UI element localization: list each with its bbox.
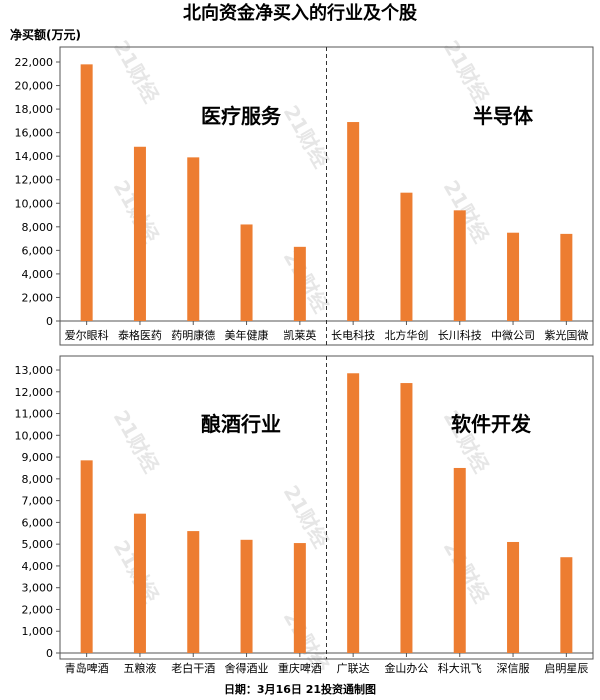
category-label: 舍得酒业: [225, 661, 269, 675]
category-label: 美年健康: [225, 328, 269, 342]
bar: [293, 246, 306, 321]
watermark: 21财经: [279, 481, 334, 552]
y-tick-label: 2,000: [22, 291, 54, 304]
bar: [400, 192, 413, 321]
y-tick-label: 3,000: [22, 582, 54, 595]
category-label: 老白干酒: [171, 661, 215, 675]
sector-label: 酿酒行业: [201, 412, 281, 436]
y-tick-label: 16,000: [15, 127, 54, 140]
y-tick-label: 8,000: [22, 473, 54, 486]
y-tick-label: 12,000: [15, 386, 54, 399]
bar: [347, 373, 360, 653]
bar: [347, 122, 360, 321]
bar: [507, 541, 520, 653]
bar: [133, 146, 146, 321]
y-tick-label: 18,000: [15, 103, 54, 116]
watermark: 21财经: [279, 246, 334, 317]
y-tick-label: 2,000: [22, 603, 54, 616]
y-tick-label: 5,000: [22, 538, 54, 551]
category-label: 科大讯飞: [438, 661, 482, 675]
category-label: 爱尔眼科: [65, 328, 109, 342]
chart-panel-top: 0 2,000 4,000 6,000 8,000 10,000 12,000 14,000 1…: [15, 46, 594, 346]
bar: [560, 233, 573, 321]
bar: [187, 531, 200, 653]
y-tick-label: 10,000: [15, 429, 54, 442]
watermark: 21财经: [439, 536, 494, 607]
bar: [240, 539, 253, 653]
category-label: 深信服: [497, 662, 530, 675]
bar: [400, 383, 413, 653]
bar: [293, 543, 306, 653]
y-tick-label: 12,000: [15, 174, 54, 187]
y-unit-label: 净买额(万元): [10, 28, 81, 42]
chart-title: 北向资金净买入的行业及个股: [183, 3, 417, 24]
y-tick-label: 22,000: [15, 56, 54, 69]
category-label: 中微公司: [491, 328, 535, 342]
bar: [133, 513, 146, 653]
category-label: 广联达: [337, 662, 370, 675]
category-label: 紫光国微: [544, 328, 588, 342]
y-tick-label: 1,000: [22, 625, 54, 638]
category-label: 北方华创: [384, 328, 428, 342]
y-tick-label: 4,000: [22, 560, 54, 573]
chart-panel-bottom: 0 1,000 2,000 3,000 4,000 5,000 6,000 7,000 8,00…: [15, 355, 594, 675]
category-label: 长川科技: [438, 328, 482, 342]
y-tick-label: 20,000: [15, 80, 54, 93]
category-label: 长电科技: [331, 328, 375, 342]
category-label: 凯莱英: [283, 328, 316, 342]
y-tick-label: 14,000: [15, 150, 54, 163]
watermark: 21财经: [279, 101, 334, 172]
category-label: 启明星辰: [544, 662, 588, 675]
category-label: 金山办公: [384, 661, 428, 675]
y-tick-label: 11,000: [15, 408, 54, 421]
category-label: 五粮液: [123, 661, 156, 675]
bar: [453, 210, 466, 321]
y-tick-label: 6,000: [22, 516, 54, 529]
bar: [240, 224, 253, 321]
bar: [560, 557, 573, 653]
category-label: 药明康德: [171, 328, 215, 342]
category-label: 青岛啤酒: [65, 661, 109, 675]
y-tick-label: 9,000: [22, 451, 54, 464]
bar: [507, 232, 520, 321]
y-tick-label: 10,000: [15, 197, 54, 210]
y-tick-label: 0: [46, 315, 53, 328]
y-tick-label: 8,000: [22, 221, 54, 234]
y-tick-label: 13,000: [15, 364, 54, 377]
category-label: 重庆啤酒: [278, 661, 322, 675]
watermark: 21财经: [109, 406, 164, 477]
sector-label: 软件开发: [451, 412, 532, 436]
category-label: 泰格医药: [118, 328, 162, 342]
y-tick-label: 4,000: [22, 268, 54, 281]
bar: [453, 467, 466, 653]
bar: [187, 157, 200, 321]
bar: [80, 460, 93, 653]
sector-label: 医疗服务: [201, 104, 282, 128]
y-tick-label: 0: [46, 647, 53, 660]
y-tick-label: 6,000: [22, 244, 54, 257]
watermark: 21财经: [439, 176, 494, 247]
bar: [80, 64, 93, 321]
footer-credit: 日期：3月16日 21投资通制图: [223, 683, 377, 696]
y-tick-label: 7,000: [22, 495, 54, 508]
sector-label: 半导体: [473, 104, 534, 128]
